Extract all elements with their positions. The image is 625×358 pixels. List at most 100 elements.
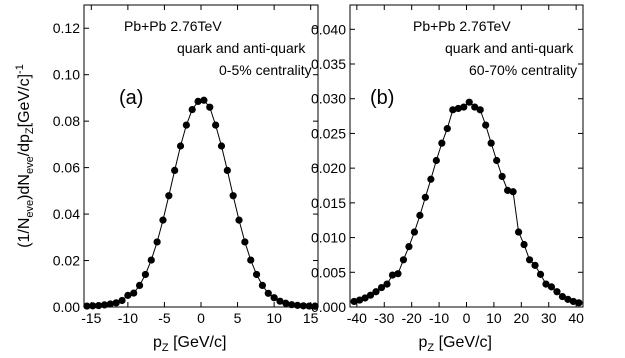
y-tick-label: 0.010 xyxy=(311,230,346,246)
data-point xyxy=(229,192,237,200)
label-part: /dp xyxy=(16,134,33,156)
data-point xyxy=(383,280,391,288)
data-point xyxy=(366,291,375,299)
data-point xyxy=(276,297,284,305)
data-point xyxy=(520,240,528,249)
data-point xyxy=(449,106,457,114)
data-point xyxy=(89,302,97,310)
y-tick-label: 0.015 xyxy=(311,195,346,211)
x-tick-label: 20 xyxy=(514,310,530,326)
annotation: quark and anti-quark xyxy=(445,40,574,56)
y-tick-label: 0.08 xyxy=(53,113,80,129)
data-point xyxy=(547,283,556,291)
y-tick-label: 0.00 xyxy=(53,299,80,315)
data-point xyxy=(487,139,495,147)
data-point xyxy=(118,296,126,305)
x-tick-label: 5 xyxy=(234,310,242,326)
x-tick-label: -40 xyxy=(347,310,367,326)
y-tick-label: 0.040 xyxy=(311,21,346,37)
x-tick-label: -10 xyxy=(118,310,138,326)
x-tick-label: 15 xyxy=(303,310,319,326)
data-point xyxy=(171,166,179,175)
data-point xyxy=(141,270,150,279)
data-point xyxy=(241,238,249,246)
data-point xyxy=(176,142,185,150)
data-point xyxy=(476,106,484,114)
y-tick-label: 0.005 xyxy=(311,264,346,280)
data-point xyxy=(124,291,132,299)
label-part: p xyxy=(419,334,428,351)
data-point xyxy=(235,216,243,224)
data-point xyxy=(223,166,231,175)
data-point xyxy=(377,283,386,292)
annotation: quark and anti-quark xyxy=(177,40,306,56)
y-tick-label: 0.020 xyxy=(311,160,346,176)
data-point xyxy=(493,156,501,165)
data-point xyxy=(421,193,429,201)
x-tick-label: 30 xyxy=(541,310,557,326)
label-part: [GeV/c] xyxy=(169,334,227,351)
y-tick-label: 0.000 xyxy=(311,299,346,315)
data-point xyxy=(399,256,408,264)
annotation: Pb+Pb 2.76TeV xyxy=(124,18,222,34)
label-part: Z xyxy=(162,342,169,354)
data-point xyxy=(454,104,462,113)
data-point xyxy=(394,270,402,278)
label-part: p xyxy=(153,334,162,351)
data-point xyxy=(130,289,138,297)
data-point xyxy=(95,302,103,310)
data-point xyxy=(372,288,380,296)
data-point xyxy=(443,124,451,133)
data-point xyxy=(569,297,578,306)
x-tick-label: -5 xyxy=(158,310,171,326)
x-tick-label: -30 xyxy=(374,310,394,326)
label-part: eve xyxy=(24,200,36,218)
data-point xyxy=(536,270,545,278)
data-point xyxy=(355,296,364,304)
data-point xyxy=(112,299,120,307)
data-point xyxy=(564,295,572,303)
data-point xyxy=(270,294,278,302)
y-tick-label: 0.04 xyxy=(53,206,80,222)
x-tick-label: -20 xyxy=(402,310,422,326)
data-point xyxy=(212,121,220,129)
data-point xyxy=(305,302,313,310)
data-point xyxy=(83,302,91,310)
y-axis-label: (1/Neve)dNeve/dpZ[GeV/c]-1 xyxy=(14,64,36,248)
label-part: )dN xyxy=(16,174,33,200)
x-tick-label: -10 xyxy=(429,310,449,326)
data-point xyxy=(558,292,567,301)
data-point xyxy=(410,228,419,236)
data-point xyxy=(427,175,435,183)
x-axis-label: pZ [GeV/c] xyxy=(153,334,226,354)
data-point xyxy=(247,256,255,264)
annotation: 0-5% centrality xyxy=(219,62,312,78)
data-point xyxy=(350,297,358,306)
data-point xyxy=(194,97,202,106)
data-point xyxy=(288,301,296,309)
data-point xyxy=(100,301,109,309)
panel-label: (a) xyxy=(119,87,143,109)
label-part: (1/N xyxy=(16,218,33,248)
data-point xyxy=(282,299,290,307)
data-point xyxy=(311,302,319,310)
x-tick-label: 0 xyxy=(463,310,471,326)
data-point xyxy=(264,289,272,297)
data-point xyxy=(416,211,424,219)
data-point xyxy=(217,142,226,150)
x-tick-label: 10 xyxy=(266,310,282,326)
x-tick-label: -15 xyxy=(81,310,101,326)
data-point xyxy=(482,121,490,129)
x-tick-label: 40 xyxy=(568,310,584,326)
data-point xyxy=(361,294,369,302)
data-point xyxy=(147,256,155,264)
y-tick-label: 0.035 xyxy=(311,56,346,72)
data-point xyxy=(165,192,173,200)
data-point xyxy=(575,299,583,307)
y-tick-label: 0.10 xyxy=(53,67,80,83)
label-part: [GeV/c] xyxy=(434,334,492,351)
data-point xyxy=(182,121,190,129)
data-line xyxy=(353,101,580,304)
data-point xyxy=(542,280,550,288)
